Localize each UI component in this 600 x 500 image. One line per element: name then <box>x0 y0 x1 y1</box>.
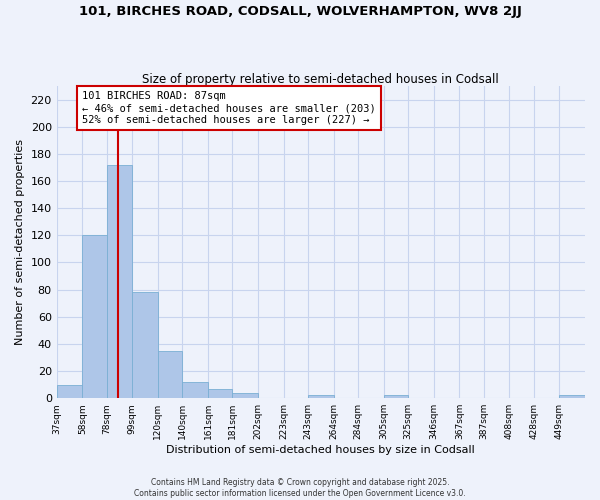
Bar <box>182 382 208 398</box>
Text: Contains HM Land Registry data © Crown copyright and database right 2025.
Contai: Contains HM Land Registry data © Crown c… <box>134 478 466 498</box>
Text: 101, BIRCHES ROAD, CODSALL, WOLVERHAMPTON, WV8 2JJ: 101, BIRCHES ROAD, CODSALL, WOLVERHAMPTO… <box>79 5 521 18</box>
Text: 101 BIRCHES ROAD: 87sqm
← 46% of semi-detached houses are smaller (203)
52% of s: 101 BIRCHES ROAD: 87sqm ← 46% of semi-de… <box>82 92 376 124</box>
Bar <box>383 396 408 398</box>
Bar <box>133 292 158 398</box>
Y-axis label: Number of semi-detached properties: Number of semi-detached properties <box>15 139 25 345</box>
Bar <box>158 350 182 398</box>
X-axis label: Distribution of semi-detached houses by size in Codsall: Distribution of semi-detached houses by … <box>166 445 475 455</box>
Bar <box>232 393 258 398</box>
Title: Size of property relative to semi-detached houses in Codsall: Size of property relative to semi-detach… <box>142 73 499 86</box>
Bar <box>308 396 334 398</box>
Bar <box>56 384 82 398</box>
Bar <box>559 396 585 398</box>
Bar <box>208 388 232 398</box>
Bar <box>82 236 107 398</box>
Bar <box>107 164 133 398</box>
